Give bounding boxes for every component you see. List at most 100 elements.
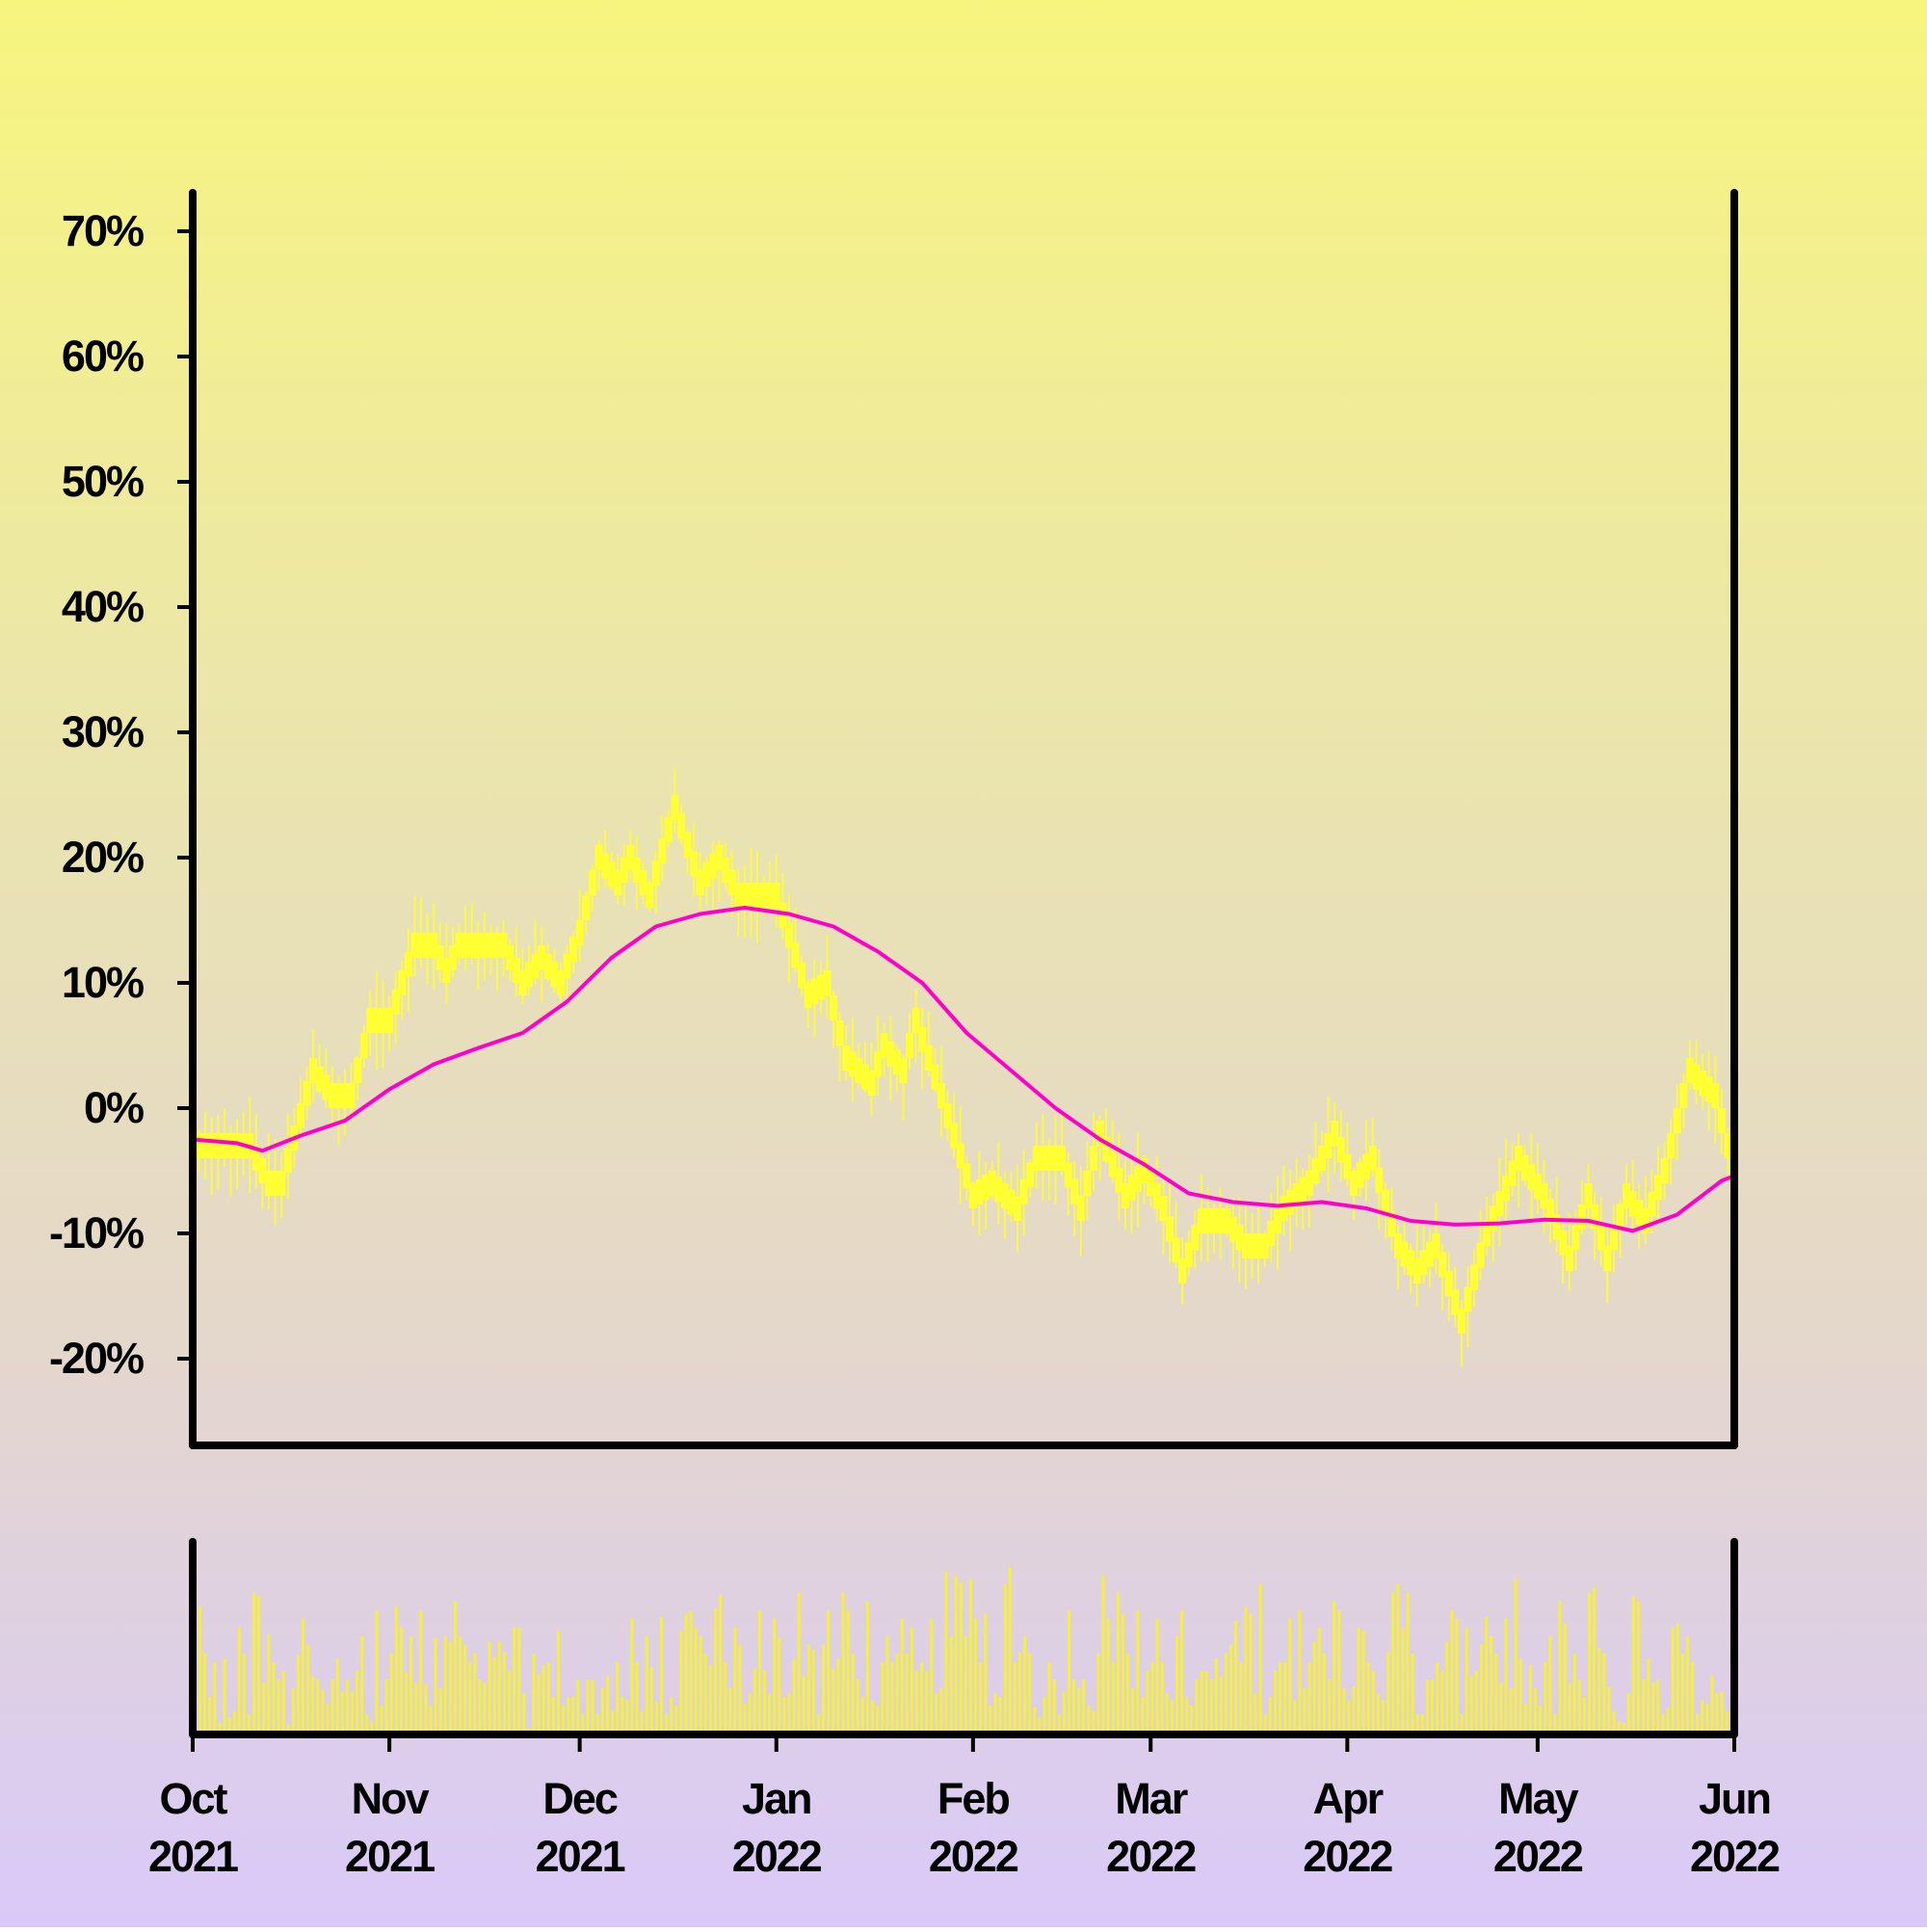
volume-bar [405, 1672, 409, 1732]
volume-bar [1303, 1688, 1307, 1732]
volume-bar [1411, 1654, 1414, 1732]
x-tick-label-year: 2022 [1303, 1832, 1392, 1881]
price-candle [886, 1041, 895, 1067]
volume-bar [1087, 1706, 1091, 1732]
y-tick-label: 20% [62, 833, 144, 882]
price-candle [467, 933, 476, 958]
volume-bar [1602, 1654, 1606, 1732]
price-candle [334, 1083, 343, 1108]
volume-bar [213, 1662, 217, 1732]
volume-bar [316, 1680, 320, 1732]
volume-bar [1229, 1645, 1233, 1732]
volume-bar [1312, 1641, 1316, 1732]
volume-bar [1666, 1707, 1670, 1732]
volume-bar [1258, 1584, 1262, 1732]
price-candle [430, 933, 438, 958]
price-candle [233, 1133, 242, 1158]
price-candle [1628, 1191, 1637, 1217]
volume-bar [1121, 1613, 1124, 1732]
volume-bar [562, 1706, 566, 1732]
volume-bar [733, 1628, 737, 1732]
price-candle [1508, 1160, 1517, 1186]
price-candle [1412, 1258, 1421, 1284]
x-tick-label-year: 2022 [1106, 1832, 1196, 1881]
volume-bar [708, 1665, 712, 1732]
volume-bar [326, 1704, 330, 1732]
price-candle [379, 1008, 387, 1033]
volume-bar [1396, 1584, 1400, 1732]
volume-bar [340, 1691, 344, 1732]
volume-bar [537, 1674, 541, 1732]
volume-bar [330, 1680, 334, 1732]
price-candle [226, 1133, 235, 1158]
volume-bar [567, 1697, 570, 1732]
price-candle [410, 933, 419, 958]
x-tick-label-month: Dec [542, 1774, 618, 1823]
price-candle [1520, 1154, 1529, 1180]
volume-bar [1146, 1671, 1149, 1732]
price-candle [1019, 1178, 1028, 1204]
price-candle [1152, 1183, 1161, 1208]
price-candle [804, 983, 812, 1008]
price-candle [1603, 1246, 1612, 1271]
price-candle [1673, 1108, 1681, 1133]
volume-bar [670, 1697, 673, 1732]
price-candle [372, 1008, 381, 1033]
volume-bar [856, 1680, 859, 1732]
volume-bar [989, 1706, 992, 1732]
x-tick-label-year: 2022 [929, 1832, 1018, 1881]
volume-bar [1553, 1714, 1557, 1732]
volume-bar [1092, 1710, 1095, 1732]
price-candle [524, 962, 533, 988]
volume-bar [1523, 1704, 1527, 1732]
price-candle [651, 860, 660, 887]
x-tick-label-month: Mar [1115, 1774, 1188, 1823]
price-candle [1540, 1183, 1548, 1208]
volume-bar [1190, 1706, 1194, 1732]
price-candle [1571, 1225, 1580, 1251]
volume-bar [1582, 1697, 1586, 1732]
volume-bar [1577, 1680, 1581, 1732]
volume-bar [694, 1628, 698, 1732]
volume-bar [1195, 1680, 1199, 1732]
price-candle [1000, 1183, 1009, 1208]
price-candle [1260, 1233, 1269, 1258]
volume-bar [762, 1671, 766, 1732]
x-tick-label-year: 2022 [1493, 1832, 1583, 1881]
volume-bar [1342, 1688, 1346, 1732]
volume-bar [703, 1654, 707, 1732]
price-candle [1432, 1233, 1440, 1258]
price-candle [309, 1058, 318, 1083]
volume-bar [1661, 1714, 1665, 1732]
price-candle [1559, 1230, 1568, 1256]
price-candle [988, 1171, 996, 1196]
volume-bar [1254, 1693, 1257, 1732]
price-candle [676, 813, 685, 839]
price-candle [1400, 1241, 1409, 1267]
price-candle [1451, 1289, 1460, 1315]
volume-bar [1175, 1636, 1179, 1732]
price-candle [1464, 1286, 1472, 1312]
y-tick-label: 30% [62, 707, 144, 756]
x-tick-label-year: 2021 [148, 1832, 238, 1881]
volume-bar [365, 1714, 369, 1732]
volume-bar [1647, 1658, 1650, 1732]
price-candle [810, 978, 819, 1004]
price-candle [328, 1083, 336, 1108]
price-candle [423, 933, 432, 958]
volume-bar [586, 1680, 590, 1732]
price-candle [1597, 1225, 1605, 1251]
volume-bar [871, 1700, 875, 1732]
price-candle [1623, 1183, 1631, 1208]
volume-bar [532, 1654, 536, 1732]
price-candle [1635, 1200, 1644, 1226]
price-candle [1343, 1153, 1352, 1179]
volume-bar [1494, 1654, 1498, 1732]
volume-bar [1504, 1619, 1508, 1732]
volume-bar [311, 1676, 315, 1732]
price-candle [968, 1183, 977, 1208]
volume-bar [1160, 1662, 1164, 1732]
price-candle [1653, 1175, 1662, 1201]
price-candle [690, 851, 699, 877]
volume-bar [998, 1697, 1002, 1732]
